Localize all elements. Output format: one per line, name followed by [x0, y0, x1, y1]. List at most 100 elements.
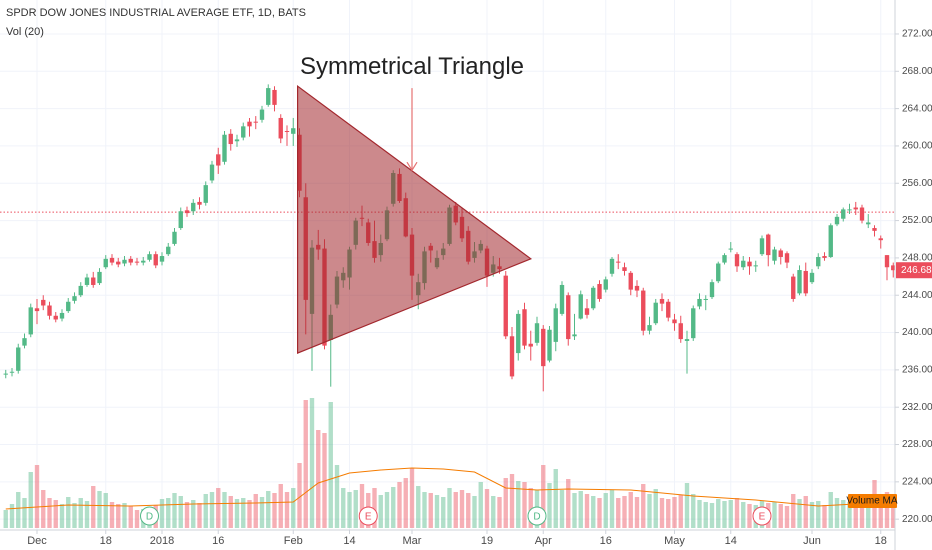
volume-bar — [828, 492, 833, 528]
candle-body — [522, 309, 527, 346]
candle-body — [272, 89, 277, 105]
x-tick-label: 2018 — [150, 535, 174, 547]
candle-body — [22, 338, 27, 346]
volume-bar — [253, 494, 258, 528]
volume-bar — [159, 499, 165, 528]
candle-body — [547, 329, 552, 361]
candle-body — [241, 126, 246, 138]
volume-bar — [634, 497, 640, 528]
volume-bar — [891, 498, 896, 528]
volume-bar — [409, 468, 415, 528]
candle-body — [597, 284, 602, 299]
candle-body — [828, 225, 833, 257]
candle-body — [709, 282, 715, 298]
volume-bar — [684, 483, 690, 528]
event-label: E — [759, 512, 766, 523]
candle-body — [884, 255, 890, 268]
volume-ma-name: Volume MA — [846, 496, 897, 507]
x-tick-label: 18 — [875, 535, 887, 547]
volume-bar — [9, 504, 15, 528]
candle-body — [859, 207, 865, 221]
candle-body — [278, 117, 283, 139]
volume-bar — [647, 494, 652, 528]
candle-body — [759, 238, 765, 255]
candle-body — [866, 222, 871, 225]
volume-bar — [234, 499, 240, 528]
volume-bar — [428, 493, 433, 528]
volume-bar — [797, 499, 802, 528]
candle-body — [678, 323, 683, 340]
chart-subtitle: Vol (20) — [6, 26, 44, 38]
volume-bar — [384, 492, 390, 528]
y-tick-label: 232.00 — [902, 402, 932, 413]
volume-bar — [228, 496, 233, 528]
candle-body — [616, 261, 621, 263]
volume-bar — [703, 502, 708, 528]
volume-bar — [491, 496, 496, 528]
candle-body — [66, 301, 71, 312]
volume-bar — [297, 463, 302, 528]
volume-bar — [359, 484, 365, 528]
volume-bar — [241, 498, 246, 528]
x-axis-strip — [0, 530, 932, 550]
volume-bar — [691, 494, 696, 528]
volume-bar — [541, 465, 546, 528]
candle-body — [641, 290, 646, 331]
volume-bar — [597, 498, 602, 528]
volume-bar — [522, 482, 527, 528]
volume-bar — [3, 510, 8, 528]
volume-bar — [178, 496, 183, 528]
candle-body — [747, 261, 752, 267]
volume-bar — [841, 500, 846, 528]
candle-body — [91, 277, 96, 285]
candle-body — [222, 134, 227, 162]
candle-body — [228, 133, 233, 145]
volume-bar — [416, 486, 421, 528]
volume-bar — [678, 495, 683, 528]
volume-bar — [34, 465, 40, 528]
volume-bar — [672, 497, 677, 528]
candle-body — [291, 128, 296, 134]
volume-bar — [109, 502, 115, 528]
candle-body — [816, 256, 821, 267]
candle-body — [528, 343, 533, 347]
volume-bar — [16, 492, 21, 528]
y-tick-label: 264.00 — [902, 103, 932, 114]
candle-body — [797, 270, 802, 294]
volume-bar — [66, 497, 71, 528]
candle-body — [753, 265, 758, 267]
candle-body — [803, 270, 808, 294]
candle-body — [209, 164, 215, 181]
volume-bar — [866, 497, 871, 528]
volume-bar — [478, 482, 483, 528]
volume-bar — [722, 501, 727, 528]
candle-body — [191, 202, 196, 212]
volume-bar — [716, 499, 721, 528]
volume-bar — [391, 487, 396, 528]
candle-body — [572, 334, 577, 337]
candle-body — [78, 285, 83, 296]
volume-bar — [472, 496, 477, 528]
volume-bar — [784, 506, 790, 528]
event-marker — [358, 506, 378, 526]
volume-bar — [528, 488, 533, 528]
candle-body — [247, 121, 252, 127]
candle-body — [47, 305, 52, 316]
volume-bar — [709, 503, 715, 528]
candle-body — [503, 275, 508, 337]
volume-bar — [334, 465, 340, 528]
candle-body — [128, 258, 133, 263]
volume-bar — [659, 498, 665, 528]
volume-bar — [266, 491, 271, 528]
volume-bar — [884, 492, 890, 528]
volume-bar — [697, 500, 702, 528]
candle-body — [734, 254, 740, 267]
y-tick-label: 256.00 — [902, 178, 932, 189]
candle-body — [97, 271, 102, 284]
candle-body — [53, 315, 58, 320]
y-tick-label: 252.00 — [902, 215, 932, 226]
volume-bar — [441, 497, 446, 528]
volume-bar — [603, 493, 608, 528]
volume-bar — [103, 493, 108, 528]
candle-body — [841, 209, 846, 219]
